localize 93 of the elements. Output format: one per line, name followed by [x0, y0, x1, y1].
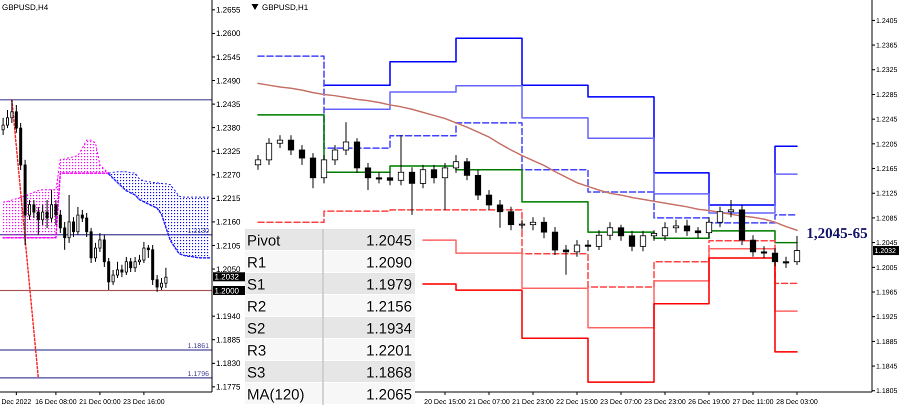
candlestick: [584, 240, 592, 252]
candlestick: [728, 200, 734, 218]
annotation: 1.2065: [366, 386, 412, 404]
candlestick: [276, 134, 284, 149]
candlestick: [254, 154, 262, 170]
candlestick: [320, 154, 328, 184]
candlestick: [364, 162, 372, 191]
text: 1,2045-65: [806, 226, 868, 242]
candlestick: [332, 144, 338, 166]
candlestick: [408, 166, 416, 216]
candlestick: [298, 144, 306, 166]
candlestick: [794, 235, 800, 266]
candlestick: [760, 246, 768, 259]
candlestick: [640, 230, 646, 252]
candlestick: [386, 172, 394, 186]
y-tick-label: 1.2545: [216, 52, 242, 62]
candlestick: [618, 224, 624, 242]
line-series: [257, 82, 798, 232]
candlestick: [124, 256, 128, 276]
candlestick: [508, 206, 514, 231]
annotation: R3: [247, 342, 266, 360]
candlestick: [474, 169, 482, 201]
y-tick-label: 1.2050: [216, 264, 242, 274]
annotation: 1.2090: [366, 254, 412, 272]
candlestick: [596, 230, 602, 251]
y-tick-label: 1.2215: [216, 194, 242, 204]
candlestick: [442, 162, 448, 210]
candlestick: [430, 164, 438, 184]
candlestick: [552, 226, 558, 256]
y-tick-label: 1.2490: [216, 76, 242, 86]
chart-title: GBPUSD,H4: [2, 3, 49, 12]
candlestick: [464, 158, 470, 181]
annotation: R2: [247, 298, 266, 316]
text: 1.2032: [214, 272, 240, 282]
chart-title: GBPUSD,H1: [262, 3, 309, 12]
y-tick-label: 1.2270: [216, 170, 242, 180]
line-series: [11, 99, 40, 379]
y-tick-label: 1.2655: [216, 6, 242, 15]
candlestick: [574, 240, 580, 258]
candlestick: [41, 204, 44, 226]
y-tick-label: 1.2380: [216, 123, 242, 132]
candlestick: [2, 117, 5, 136]
text: 1.2000: [214, 286, 240, 296]
candlestick: [452, 154, 460, 174]
candlestick: [164, 267, 168, 288]
candlestick: [772, 248, 778, 267]
candlestick: [310, 152, 316, 189]
annotation: 1.1934: [366, 320, 412, 338]
candlestick: [628, 230, 636, 252]
candlestick: [496, 200, 504, 228]
y-tick-label: 1.2160: [216, 218, 242, 227]
y-tick-label: 1.2325: [216, 147, 242, 156]
candlestick: [672, 219, 680, 234]
candlestick: [530, 216, 536, 231]
candlestick: [486, 190, 492, 210]
y-tick-label: 1.2105: [216, 241, 242, 250]
candlestick: [716, 206, 724, 228]
candlestick: [266, 138, 272, 166]
candlestick: [420, 164, 426, 189]
annotation: S2: [247, 320, 266, 338]
candlestick: [540, 216, 548, 239]
candlestick: [562, 244, 570, 276]
candlestick: [288, 134, 294, 156]
candlestick: [36, 206, 40, 236]
annotation: Pivot: [247, 232, 282, 250]
annotation: MA(120): [247, 386, 305, 404]
candlestick: [694, 226, 702, 239]
candlestick: [684, 219, 690, 236]
candlestick: [518, 219, 526, 230]
candlestick: [129, 257, 132, 273]
annotation: 1.2045: [366, 232, 412, 250]
annotation: S3: [247, 364, 266, 382]
candlestick: [376, 172, 382, 184]
annotation: R1: [247, 254, 266, 272]
candlestick: [342, 122, 350, 156]
y-tick-label: 1.1775: [216, 382, 242, 392]
candlestick: [650, 230, 658, 242]
y-tick-label: 1.1830: [216, 359, 242, 368]
annotation: 1.1979: [366, 276, 412, 294]
candlestick: [606, 222, 614, 241]
candlestick: [398, 134, 404, 186]
annotation: 1.2201: [366, 342, 412, 360]
annotation: 1.2156: [366, 298, 412, 316]
y-tick-label: 1.2435: [216, 100, 242, 109]
candlestick: [706, 216, 712, 239]
annotation: 1.1868: [366, 364, 412, 382]
candlestick: [782, 256, 790, 268]
annotation: S1: [247, 276, 266, 294]
candlestick: [662, 222, 668, 242]
candlestick: [750, 234, 756, 258]
y-tick-label: 1.2600: [216, 29, 242, 38]
y-tick-label: 1.1885: [216, 336, 242, 345]
y-tick-label: 1.1940: [216, 312, 242, 321]
